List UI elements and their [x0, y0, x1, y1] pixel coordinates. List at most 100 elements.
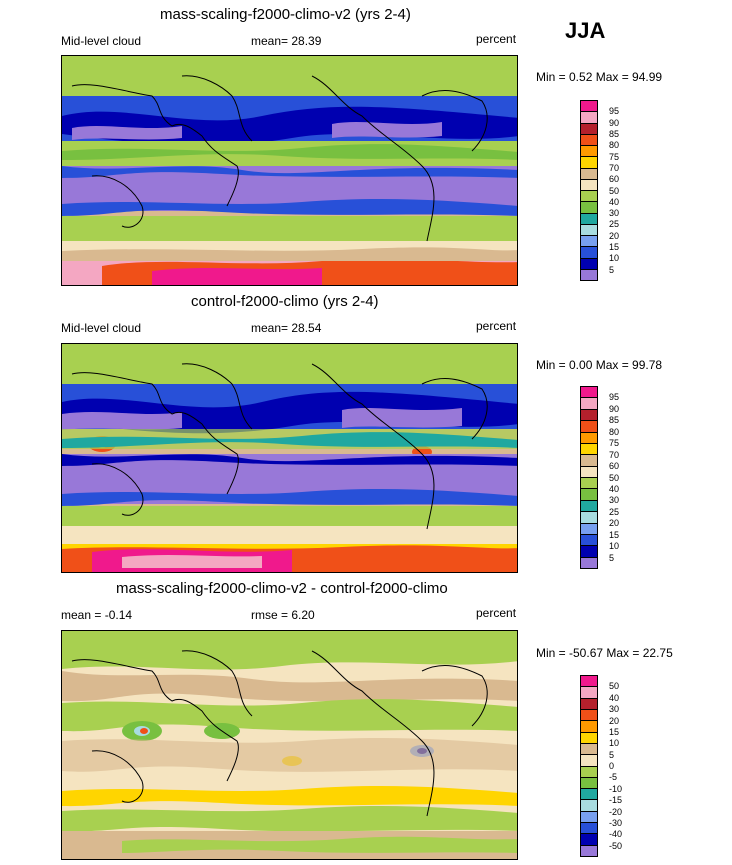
colorbar-swatch: [581, 777, 597, 790]
colorbar-swatch: [581, 398, 597, 410]
colorbar-tick-label: 90: [609, 117, 620, 128]
colorbar-swatch: [581, 500, 597, 513]
colorbar-swatch: [581, 421, 597, 433]
panel-3-rmse-label: rmse = 6.20: [251, 608, 315, 622]
colorbar-swatch: [581, 811, 597, 824]
colorbar-tick-label: 50: [609, 681, 620, 692]
colorbar-swatch: [581, 146, 597, 158]
colorbar-swatch: [581, 534, 597, 547]
colorbar-swatch: [581, 823, 597, 835]
colorbar-tick-label: 50: [609, 185, 620, 196]
colorbar-tick-label: 30: [609, 704, 620, 715]
colorbar-tick-label: 15: [609, 242, 620, 253]
colorbar-swatch: [581, 101, 597, 113]
panel-2-title: control-f2000-climo (yrs 2-4): [191, 293, 379, 310]
colorbar-swatch: [581, 789, 597, 801]
panel-3-mean-label: mean = -0.14: [61, 608, 133, 622]
colorbar-swatch: [581, 134, 597, 146]
colorbar-tick-label: 85: [609, 415, 620, 426]
colorbar-swatch: [581, 432, 597, 444]
colorbar-swatch: [581, 247, 597, 259]
colorbar-tick-label: -15: [609, 795, 623, 806]
colorbar-swatch: [581, 269, 597, 280]
colorbar-swatch: [581, 557, 597, 568]
colorbar-tick-label: 10: [609, 253, 620, 264]
season-label: JJA: [565, 18, 606, 43]
colorbar-swatch: [581, 743, 597, 756]
colorbar-tick-label: 5: [609, 552, 615, 563]
colorbar-tick-label: 80: [609, 140, 620, 151]
panel-2-units-label: percent: [476, 319, 517, 333]
colorbar-swatch: [581, 387, 597, 399]
colorbar-tick-label: 30: [609, 495, 620, 506]
colorbar-tick-label: -10: [609, 783, 623, 794]
colorbar-tick-label: 95: [609, 106, 620, 117]
colorbar-tick-label: 95: [609, 392, 620, 403]
colorbar-swatch: [581, 443, 597, 456]
colorbar-swatch: [581, 687, 597, 699]
colorbar-swatch: [581, 698, 597, 710]
colorbar-tick-label: 75: [609, 438, 620, 449]
colorbar-swatch: [581, 179, 597, 191]
colorbar-tick-label: 10: [609, 541, 620, 552]
colorbar-tick-label: 15: [609, 529, 620, 540]
colorbar-tick-label: 25: [609, 506, 620, 517]
colorbar-swatch: [581, 732, 597, 744]
colorbar-tick-label: -50: [609, 840, 623, 851]
panel-1-mean-label: mean= 28.39: [251, 34, 322, 48]
colorbar-tick-label: 30: [609, 208, 620, 219]
colorbar-tick-label: 80: [609, 426, 620, 437]
colorbar-tick-label: 60: [609, 174, 620, 185]
panel-1-title: mass-scaling-f2000-climo-v2 (yrs 2-4): [160, 6, 411, 23]
panel-2-variable-label: Mid-level cloud: [61, 321, 142, 335]
colorbar-swatch: [581, 258, 597, 270]
colorbar-tick-label: 10: [609, 738, 620, 749]
colorbar-tick-label: 5: [609, 749, 615, 760]
panel-2-colorbar: [580, 386, 598, 569]
colorbar-tick-label: 20: [609, 518, 620, 529]
colorbar-swatch: [581, 766, 597, 778]
colorbar-swatch: [581, 478, 597, 490]
panel-3-units-label: percent: [476, 606, 517, 620]
colorbar-swatch: [581, 236, 597, 248]
colorbar-tick-label: 25: [609, 219, 620, 230]
panel-3-colorbar: [580, 675, 598, 857]
colorbar-swatch: [581, 546, 597, 558]
colorbar-tick-label: 75: [609, 151, 620, 162]
panel-1-minmax-label: Min = 0.52 Max = 94.99: [536, 70, 663, 84]
colorbar-swatch: [581, 157, 597, 169]
colorbar-tick-label: 50: [609, 472, 620, 483]
colorbar-tick-label: 5: [609, 264, 615, 275]
colorbar-tick-label: 60: [609, 461, 620, 472]
colorbar-tick-label: 90: [609, 403, 620, 414]
panel-1-colorbar: [580, 100, 598, 281]
colorbar-swatch: [581, 224, 597, 236]
colorbar-tick-label: 85: [609, 128, 620, 139]
colorbar-swatch: [581, 455, 597, 467]
colorbar-swatch: [581, 800, 597, 812]
panel-1-map: [61, 55, 518, 286]
colorbar-swatch: [581, 676, 597, 688]
colorbar-swatch: [581, 202, 597, 214]
colorbar-swatch: [581, 721, 597, 733]
panel-3-map: [61, 630, 518, 860]
colorbar-tick-label: 70: [609, 449, 620, 460]
panel-1-units-label: percent: [476, 32, 517, 46]
colorbar-swatch: [581, 123, 597, 135]
colorbar-tick-label: 20: [609, 230, 620, 241]
panel-2-mean-label: mean= 28.54: [251, 321, 322, 335]
colorbar-tick-label: 15: [609, 726, 620, 737]
colorbar-swatch: [581, 755, 597, 767]
panel-2-map: [61, 343, 518, 573]
panel-3-minmax-label: Min = -50.67 Max = 22.75: [536, 646, 673, 660]
colorbar-swatch: [581, 709, 597, 722]
colorbar-tick-label: 70: [609, 162, 620, 173]
colorbar-swatch: [581, 523, 597, 535]
colorbar-swatch: [581, 466, 597, 478]
colorbar-swatch: [581, 213, 597, 225]
colorbar-tick-label: 20: [609, 715, 620, 726]
colorbar-tick-label: 40: [609, 692, 620, 703]
colorbar-swatch: [581, 834, 597, 846]
colorbar-tick-label: 0: [609, 761, 615, 771]
colorbar-tick-label: -20: [609, 806, 623, 817]
